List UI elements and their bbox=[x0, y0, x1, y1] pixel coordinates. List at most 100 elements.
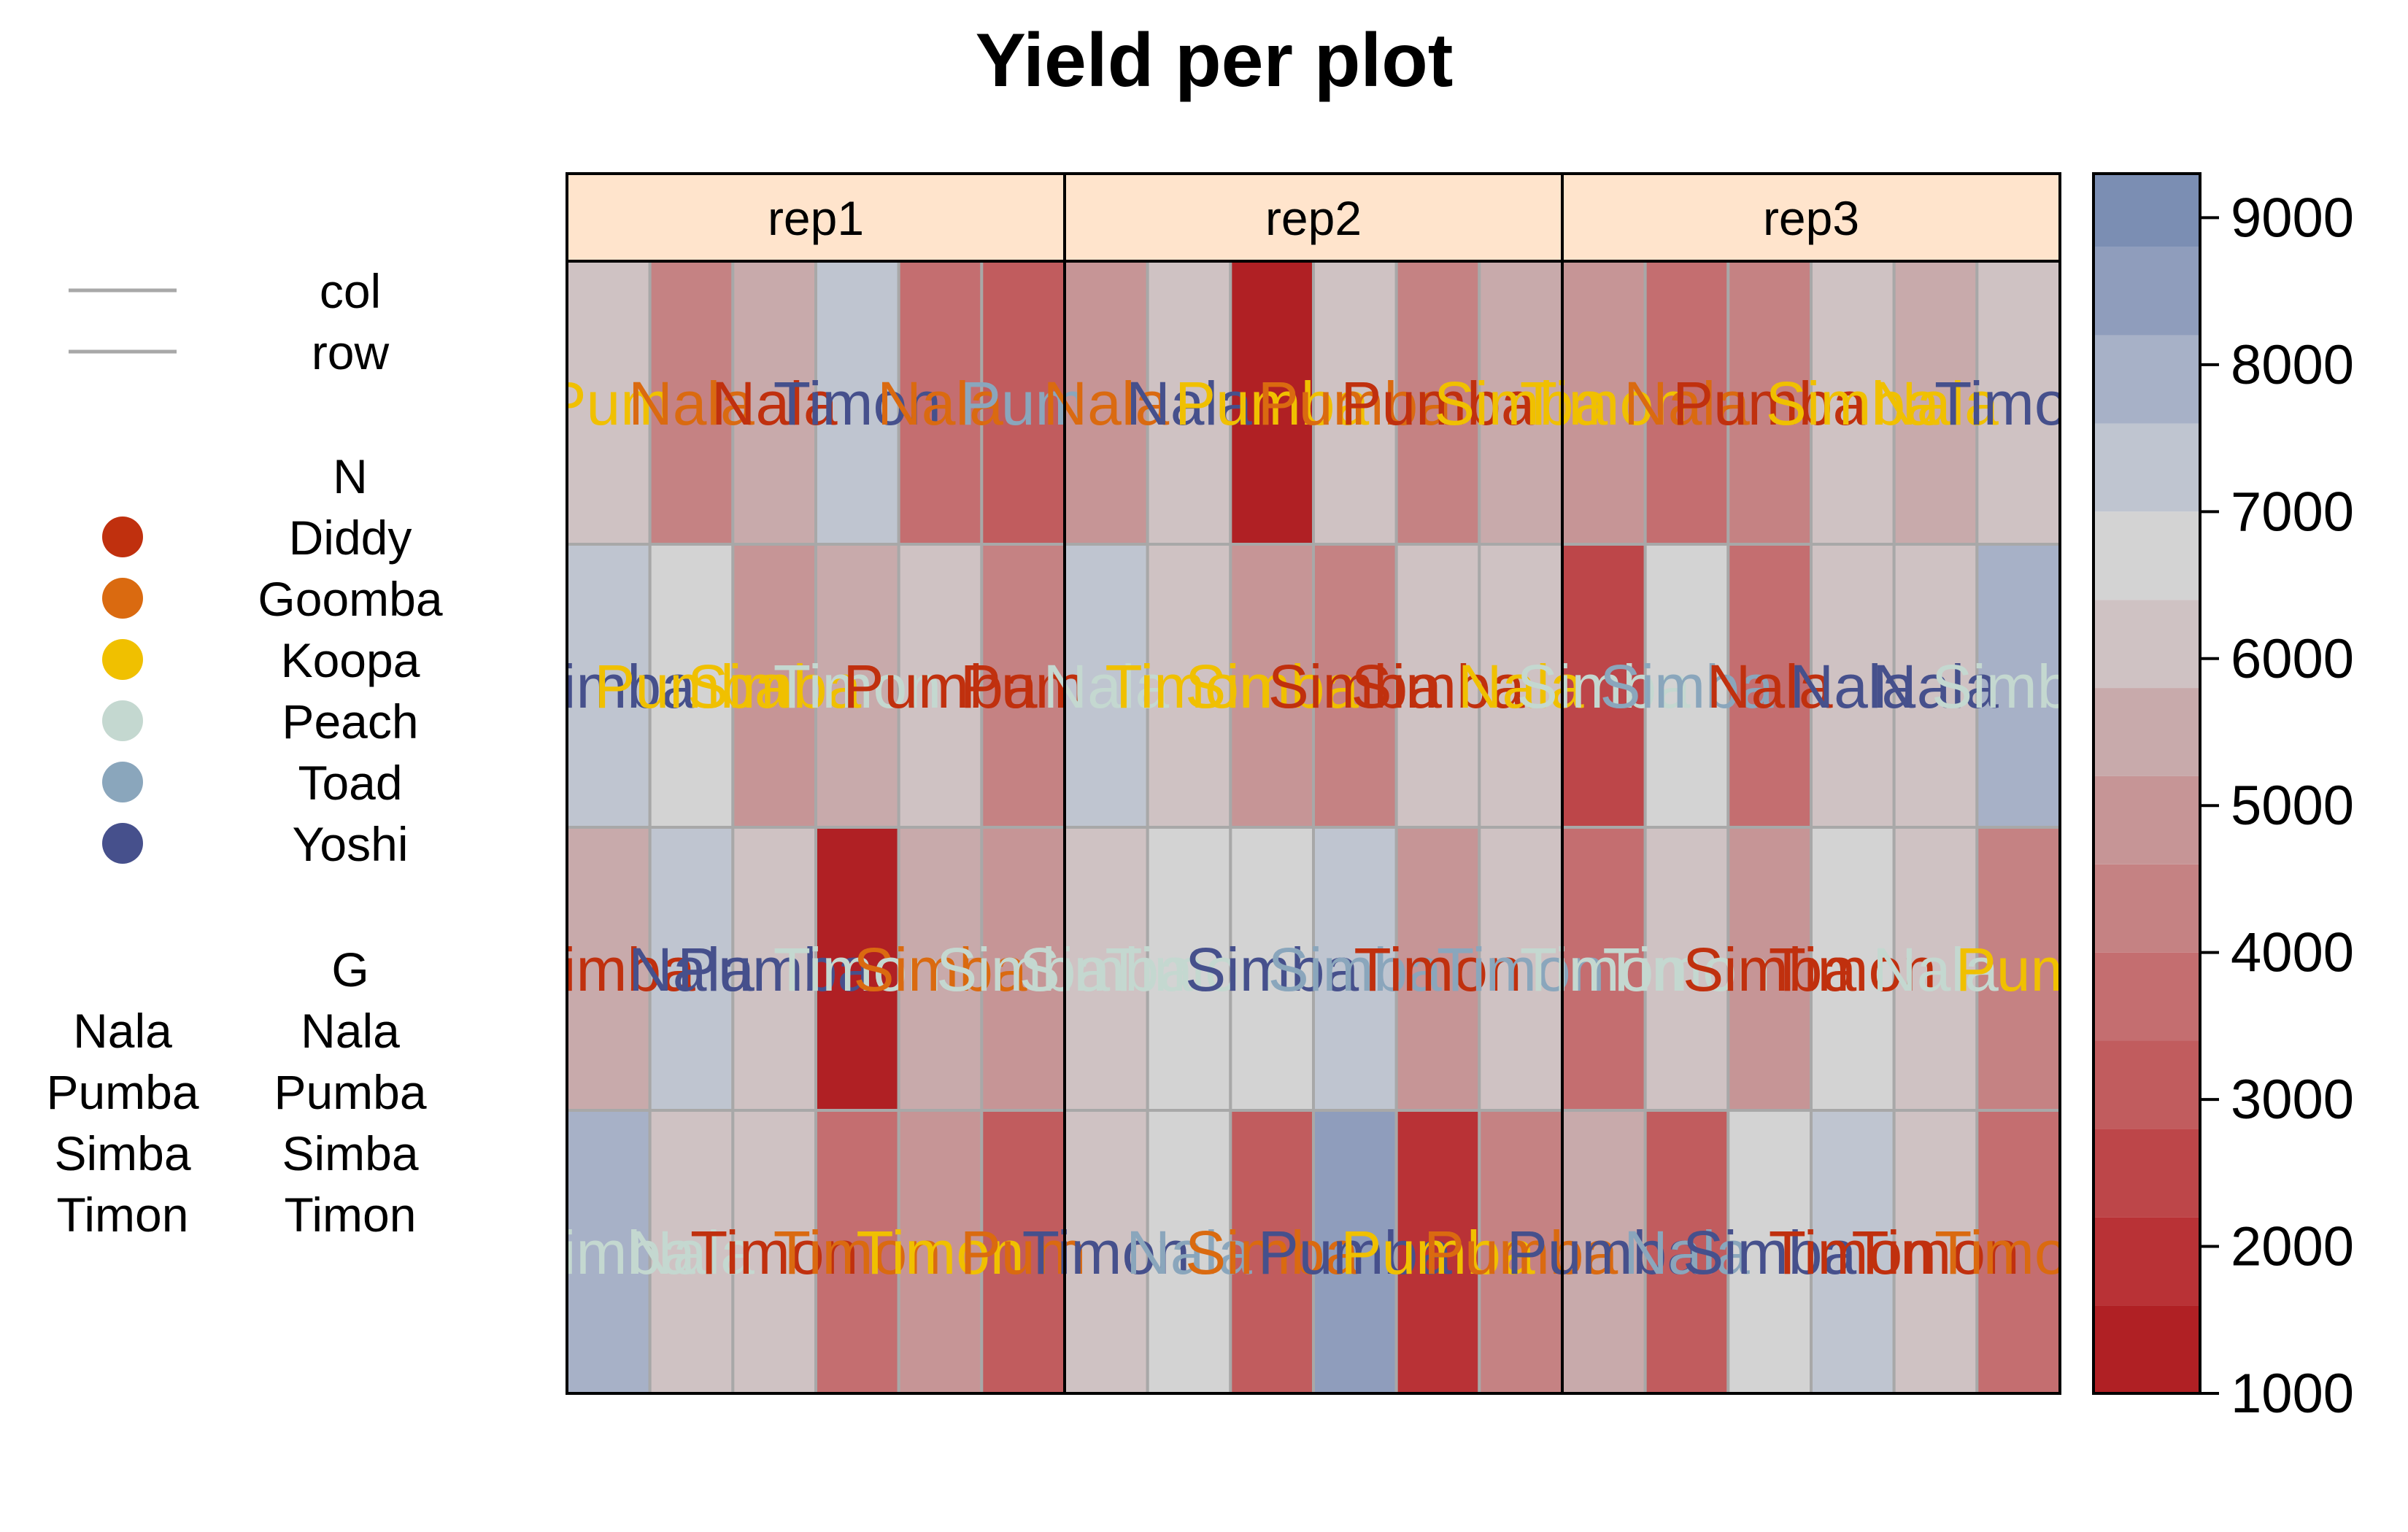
cell-label: Timon bbox=[1022, 1218, 1190, 1287]
cell-labels-layer: PumNalaNalaTimonNalaPumSimbaPumbaSimbaTi… bbox=[522, 369, 2102, 1287]
heatmap-cell bbox=[1063, 543, 1149, 829]
heatmap-cell bbox=[567, 826, 652, 1112]
heatmap-cell bbox=[1726, 1109, 1813, 1393]
legend-n-label: Yoshi bbox=[292, 817, 408, 871]
cell-label: Timon bbox=[690, 1218, 858, 1287]
heatmap-cell bbox=[648, 543, 735, 829]
cell-label: Timon bbox=[1934, 1218, 2102, 1287]
cell-label: Simba bbox=[1766, 369, 1940, 438]
heatmap-cell bbox=[1810, 263, 1896, 546]
heatmap-cell bbox=[1229, 263, 1316, 546]
colorbar-tick-label: 2000 bbox=[2231, 1216, 2354, 1278]
legend-line-label: row bbox=[312, 325, 390, 379]
legend: col row N Diddy Goomba Koopa Peach Toad Yoshi G Na… bbox=[46, 264, 442, 1242]
cell-label: Nala bbox=[1872, 935, 1999, 1004]
colorbar-bin bbox=[2094, 600, 2200, 689]
panel-strip-label-rep3: rep3 bbox=[1763, 191, 1859, 245]
cell-label: Simba bbox=[522, 935, 695, 1004]
heatmap-cell bbox=[1478, 1109, 1564, 1393]
legend-line-label: col bbox=[320, 264, 381, 318]
cell-label: Nala bbox=[628, 935, 755, 1004]
cell-label: Pumba bbox=[677, 935, 871, 1004]
cell-label: Pum bbox=[1956, 935, 2082, 1004]
legend-n-label: Diddy bbox=[289, 511, 412, 565]
panel-strip-rep3 bbox=[1561, 172, 2061, 263]
colorbar-bin bbox=[2094, 1305, 2200, 1393]
colorbar-tick-label: 9000 bbox=[2231, 187, 2354, 249]
colorbar-tick-label: 3000 bbox=[2231, 1069, 2354, 1131]
heatmap-cell bbox=[1726, 826, 1813, 1112]
cell-label: Pumba bbox=[594, 652, 788, 721]
panel-border-rep3 bbox=[1561, 260, 2061, 1395]
heatmap-cell bbox=[980, 263, 1067, 546]
legend-g-label: Timon bbox=[285, 1188, 417, 1242]
cell-label: Simba bbox=[687, 652, 861, 721]
legend-g-key: Pumba bbox=[46, 1065, 198, 1119]
cell-label: Timon bbox=[1602, 935, 1770, 1004]
cell-label: Simba bbox=[522, 652, 695, 721]
heatmap-cell bbox=[731, 543, 817, 829]
cell-label: Simba bbox=[1019, 935, 1193, 1004]
heatmap-cell bbox=[1229, 826, 1316, 1112]
heatmap-cell bbox=[814, 543, 900, 829]
legend-g-label: Pumba bbox=[274, 1065, 426, 1119]
legend-n-dot-Toad bbox=[102, 762, 143, 802]
legend-n-dot-Peach bbox=[102, 700, 143, 741]
cell-label: Nala bbox=[628, 369, 755, 438]
colorbar-bin bbox=[2094, 511, 2200, 600]
cell-label: Nala bbox=[1707, 652, 1833, 721]
colorbar-tick-label: 4000 bbox=[2231, 922, 2354, 984]
cell-label: Timon bbox=[1934, 369, 2102, 438]
cell-label: Simba bbox=[1268, 935, 1442, 1004]
heatmap-cell bbox=[1478, 263, 1564, 546]
colorbar: 1000 2000 3000 4000 5000 6000 7000 8000 9000 bbox=[2092, 172, 2354, 1425]
legend-g-title: G bbox=[331, 943, 368, 997]
cell-label: Timon bbox=[773, 1218, 941, 1287]
heatmap-cell bbox=[1726, 543, 1813, 829]
cell-label: Pumba bbox=[1424, 1218, 1618, 1287]
heatmap-cell bbox=[567, 1109, 652, 1393]
cell-label: Pumba bbox=[1258, 369, 1452, 438]
cell-label: Nala bbox=[1789, 652, 1915, 721]
legend-g-key: Nala bbox=[73, 1004, 172, 1058]
heatmap-cell bbox=[1478, 826, 1564, 1112]
colorbar-tick-label: 6000 bbox=[2231, 628, 2354, 690]
cell-label: Simba bbox=[1351, 652, 1524, 721]
legend-g-key: Simba bbox=[54, 1126, 190, 1180]
cell-label: Timon bbox=[1105, 935, 1273, 1004]
cell-label: Nala bbox=[1624, 1218, 1750, 1287]
cell-label: Nala bbox=[877, 369, 1003, 438]
colorbar-bin bbox=[2094, 174, 2200, 247]
cell-label: Timon bbox=[856, 1218, 1024, 1287]
legend-n-dot-Diddy bbox=[102, 517, 143, 557]
heatmap-cell bbox=[1478, 543, 1564, 829]
colorbar-tick-label: 5000 bbox=[2231, 775, 2354, 837]
colorbar-tick-label: 8000 bbox=[2231, 334, 2354, 396]
legend-g-label: Simba bbox=[282, 1126, 418, 1180]
heatmap-cell bbox=[1810, 1109, 1896, 1393]
heatmap-cell bbox=[1394, 263, 1481, 546]
legend-n-dot-Goomba bbox=[102, 578, 143, 619]
cell-label: Timon bbox=[773, 652, 941, 721]
cell-label: Nala bbox=[1872, 652, 1999, 721]
legend-n-dot-Koopa bbox=[102, 639, 143, 680]
cell-label: Pum bbox=[545, 369, 671, 438]
heatmap-cell bbox=[1229, 1109, 1316, 1393]
cell-label: Simba bbox=[522, 1218, 695, 1287]
cell-label: Nala bbox=[1126, 369, 1252, 438]
heatmap-cell bbox=[648, 826, 735, 1112]
heatmap-cell bbox=[1312, 1109, 1398, 1393]
colorbar-bin bbox=[2094, 864, 2200, 953]
cell-label: Timon bbox=[1354, 935, 1521, 1004]
cell-label: Timon bbox=[1769, 935, 1937, 1004]
cell-label: Timon bbox=[1105, 652, 1273, 721]
heatmap-cell bbox=[648, 263, 735, 546]
colorbar-bin bbox=[2094, 952, 2200, 1041]
heatmap-cell bbox=[1892, 543, 1979, 829]
heatmap-cell bbox=[1810, 543, 1896, 829]
cell-label: Timon bbox=[1851, 1218, 2019, 1287]
heatmap-cell bbox=[1643, 263, 1730, 546]
cell-label: Simba bbox=[1683, 1218, 1856, 1287]
legend-g-key: Timon bbox=[57, 1188, 189, 1242]
